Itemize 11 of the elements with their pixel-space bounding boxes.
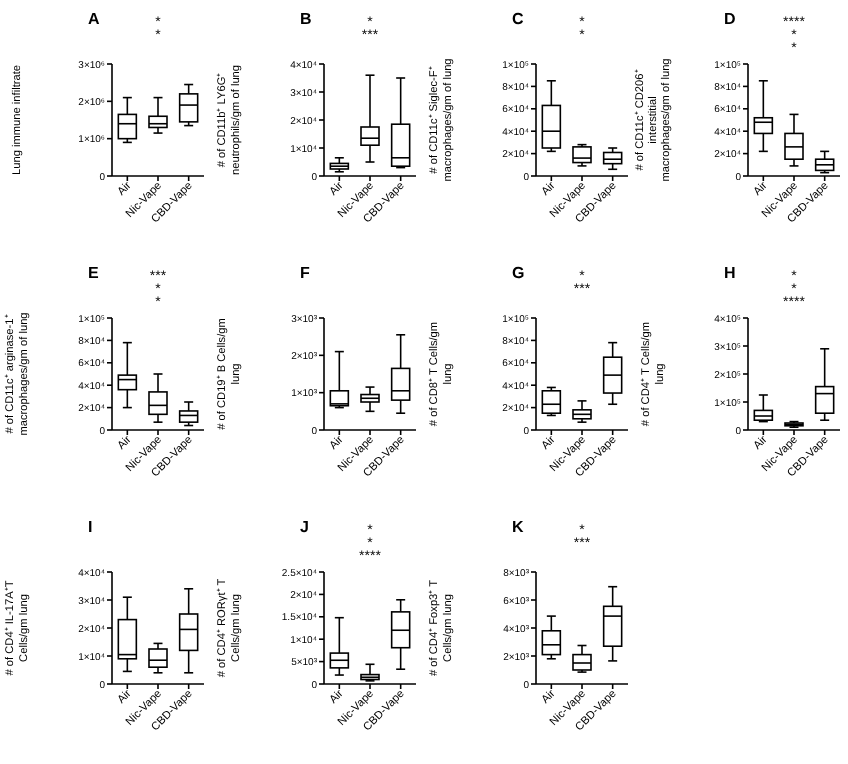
chart-title: F xyxy=(300,264,310,282)
chart-title: B xyxy=(300,10,312,28)
chart-title: G xyxy=(512,264,525,282)
chart-title: K xyxy=(512,518,524,536)
chart-title: J xyxy=(300,518,309,536)
chart-title: H xyxy=(724,264,736,282)
chart-title: D xyxy=(724,10,736,28)
chart-title: E xyxy=(88,264,100,282)
chart-title: A xyxy=(88,10,100,28)
chart-title: I xyxy=(88,518,93,536)
chart-title: C xyxy=(512,10,524,28)
